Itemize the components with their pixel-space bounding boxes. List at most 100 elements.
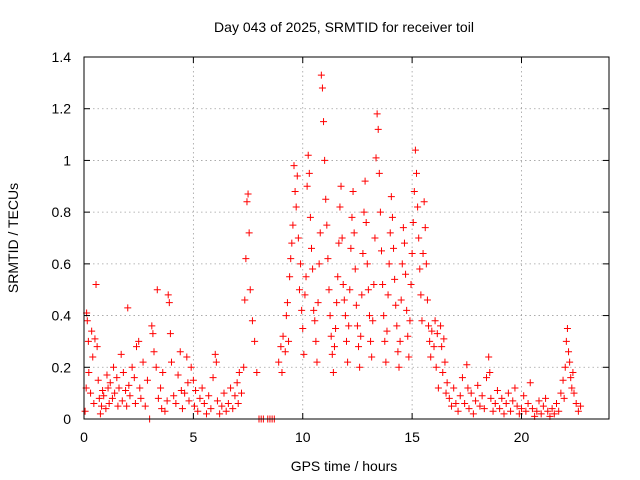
data-point [402,270,410,278]
data-point [88,327,96,335]
data-point [375,169,383,177]
data-point [212,358,220,366]
data-point [291,187,299,195]
data-point [400,239,408,247]
data-point [337,182,345,190]
data-point [141,402,149,410]
data-point [196,394,204,402]
data-point [327,332,335,340]
data-point [344,358,352,366]
data-point [302,273,310,281]
data-point [135,337,143,345]
data-point [313,358,321,366]
data-point [445,394,453,402]
data-point [229,405,237,413]
data-point [422,260,430,268]
data-point [394,348,402,356]
data-point [320,118,328,126]
data-point [322,195,330,203]
data-point [301,291,309,299]
grid-lines [84,57,609,419]
data-point [353,322,361,330]
data-point [118,397,126,405]
data-point [286,273,294,281]
data-point [485,353,493,361]
data-point [500,410,508,418]
data-point [555,407,563,415]
data-point [126,392,134,400]
data-point [369,317,377,325]
data-point [371,234,379,242]
data-point [456,392,464,400]
data-point [454,407,462,415]
data-point [426,337,434,345]
data-point [367,337,375,345]
data-point [548,405,556,413]
data-point [85,368,93,376]
data-point [245,229,253,237]
y-tick-label: 0.6 [52,256,72,272]
x-tick-label: 15 [404,429,420,445]
data-point [114,402,122,410]
data-point [384,291,392,299]
data-point [443,379,451,387]
data-point [452,399,460,407]
data-point [294,234,302,242]
data-point [544,407,552,415]
data-point [285,337,293,345]
data-point [234,399,242,407]
x-tick-label: 20 [514,429,530,445]
data-point [287,255,295,263]
data-point [150,348,158,356]
data-point [428,327,436,335]
data-point [432,363,440,371]
data-point [91,335,99,343]
data-point [398,260,406,268]
data-point [103,371,111,379]
data-point [102,405,110,413]
data-point [306,213,314,221]
data-point [211,350,219,358]
data-point [498,394,506,402]
data-point [106,379,114,387]
data-point [190,402,198,410]
data-point [318,84,326,92]
data-point [376,208,384,216]
data-point [387,193,395,201]
data-point [438,343,446,351]
data-point [381,337,389,345]
data-point [192,387,200,395]
y-tick-label: 0.8 [52,204,72,220]
data-point [308,244,315,252]
data-point [437,322,445,330]
data-point [104,384,112,392]
data-point [300,350,308,358]
data-point [511,384,519,392]
data-point [315,260,323,268]
data-point [568,384,576,392]
data-point [493,387,501,395]
data-point [303,182,311,190]
data-point [419,250,427,258]
data-point [336,203,344,211]
data-point [368,353,376,361]
data-point [341,312,349,320]
data-point [124,304,132,312]
data-point [149,330,157,338]
data-point [350,229,358,237]
data-point [486,368,494,376]
data-point [450,384,458,392]
data-point [207,405,215,413]
data-point [458,374,466,382]
data-point [559,376,567,384]
data-point [84,337,92,345]
data-point [119,368,127,376]
data-point [111,389,119,397]
data-point [172,399,180,407]
data-point [526,379,534,387]
data-point [329,368,337,376]
data-point [209,374,217,382]
data-point [125,381,133,389]
data-point [340,296,348,304]
